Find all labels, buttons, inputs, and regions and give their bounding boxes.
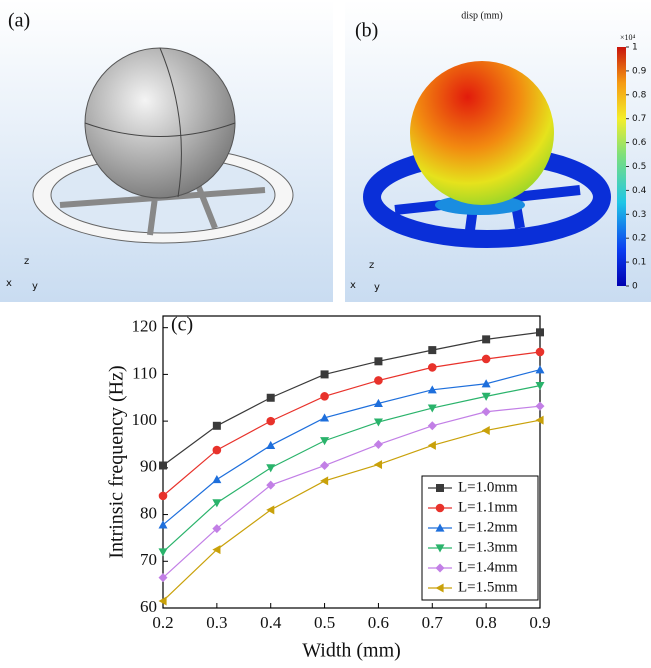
marker: [428, 363, 437, 372]
marker: [159, 548, 168, 556]
legend-marker: [436, 504, 445, 513]
marker: [212, 475, 221, 483]
x-tick-label: 0.9: [529, 613, 550, 632]
marker: [321, 370, 329, 378]
marker: [266, 441, 275, 449]
x-tick-label: 0.2: [152, 613, 173, 632]
colorbar-tick-label: 0: [632, 282, 638, 292]
x-tick-label: 0.3: [206, 613, 227, 632]
axis-label: z: [369, 260, 374, 271]
axis-label: x: [6, 278, 12, 289]
marker: [536, 365, 545, 373]
marker: [428, 346, 436, 354]
marker: [374, 418, 383, 426]
colorbar-tick-label: 0.4: [632, 186, 647, 196]
y-tick-label: 90: [140, 457, 157, 476]
colorbar-tick-label: 0.9: [632, 66, 647, 76]
legend-label: L=1.5mm: [458, 579, 518, 595]
axis-label: z: [24, 256, 29, 267]
marker: [482, 355, 491, 364]
colorbar-tick-label: 0.8: [632, 90, 647, 100]
marker: [482, 335, 490, 343]
colorbar: [617, 47, 626, 286]
series-line: [163, 332, 540, 465]
legend-label: L=1.4mm: [458, 559, 518, 575]
colorbar-title: disp (mm): [461, 10, 502, 21]
marker: [536, 402, 545, 411]
axis-label: y: [32, 281, 38, 292]
marker: [536, 328, 544, 336]
y-tick-label: 120: [132, 317, 158, 336]
x-tick-label: 0.7: [422, 613, 444, 632]
y-axis-label: Intrinsic frequency (Hz): [106, 365, 128, 558]
marker: [267, 394, 275, 402]
marker: [482, 407, 491, 416]
marker: [374, 376, 383, 385]
legend-label: L=1.1mm: [458, 499, 518, 515]
x-axis-label: Width (mm): [302, 640, 401, 662]
panel-label: (a): [8, 10, 30, 32]
marker: [428, 441, 436, 450]
marker: [320, 437, 329, 445]
axis-label: y: [374, 282, 380, 293]
marker: [320, 461, 329, 470]
colorbar-tick-label: 0.5: [632, 162, 646, 172]
marker: [159, 462, 167, 470]
x-tick-label: 0.4: [260, 613, 282, 632]
x-tick-label: 0.8: [476, 613, 497, 632]
marker: [374, 440, 383, 449]
colorbar-multiplier: ×10⁴: [620, 33, 636, 42]
marker: [266, 464, 275, 472]
y-tick-label: 80: [140, 503, 157, 522]
colorbar-tick-label: 0.2: [632, 234, 646, 244]
marker: [320, 392, 329, 401]
y-tick-label: 100: [132, 410, 158, 429]
marker: [213, 446, 222, 455]
chart-title: (c): [171, 314, 193, 336]
axis-label: x: [350, 280, 356, 291]
sphere: [85, 48, 235, 198]
colorbar-tick-label: 1: [632, 43, 638, 53]
marker: [374, 460, 382, 469]
figure: (a) z x y (b) disp (mm) ×10⁴ z x y 0 0.1 0…: [0, 0, 651, 668]
marker: [428, 421, 437, 430]
colorbar-tick-label: 0.7: [632, 114, 646, 124]
legend-label: L=1.2mm: [458, 519, 518, 535]
y-tick-label: 70: [140, 550, 157, 569]
legend-label: L=1.3mm: [458, 539, 518, 555]
sphere: [410, 61, 554, 205]
x-tick-label: 0.6: [368, 613, 389, 632]
panel-label: (b): [355, 20, 378, 42]
legend-label: L=1.0mm: [458, 479, 518, 495]
marker: [159, 492, 168, 501]
marker: [213, 422, 221, 430]
marker: [320, 476, 328, 485]
legend-marker: [436, 484, 444, 492]
marker: [482, 426, 490, 435]
marker: [266, 417, 275, 426]
x-tick-label: 0.5: [314, 613, 335, 632]
colorbar-tick-label: 0.6: [632, 138, 647, 148]
marker: [374, 357, 382, 365]
colorbar-tick-label: 0.3: [632, 210, 646, 220]
marker: [536, 348, 545, 357]
y-tick-label: 110: [132, 363, 157, 382]
colorbar-tick-label: 0.1: [632, 258, 646, 268]
